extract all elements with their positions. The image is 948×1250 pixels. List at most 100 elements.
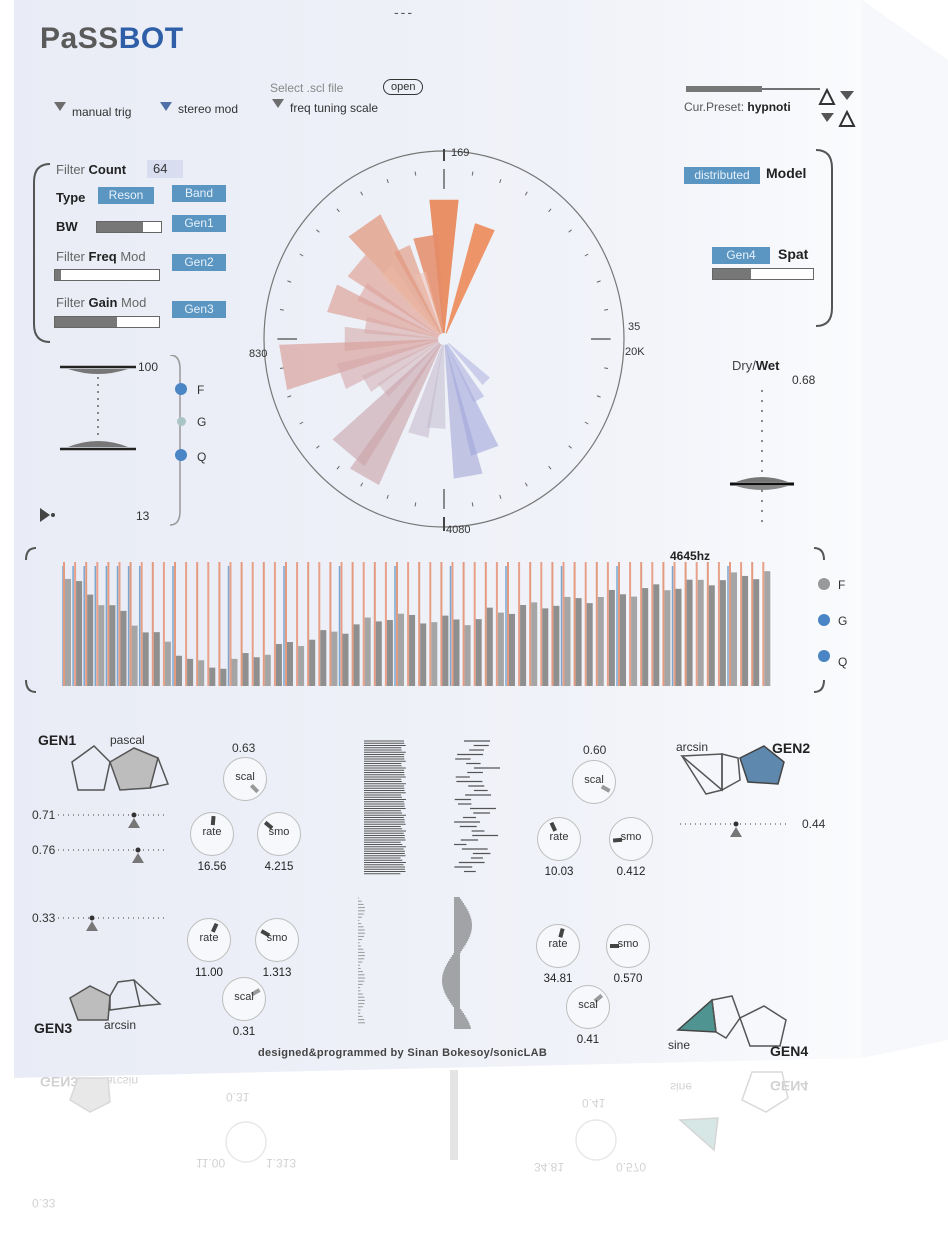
radial-tick: [568, 445, 572, 449]
freq-gen-button[interactable]: Gen2: [172, 254, 226, 271]
bar-gain: [153, 632, 160, 686]
freq-tuning-toggle-icon[interactable]: [272, 99, 284, 108]
radial-tick: [499, 179, 502, 184]
gen4-rate-label: rate: [548, 938, 568, 950]
gen2-label: GEN2: [772, 740, 811, 756]
cur-preset-value: hypnoti: [747, 100, 791, 114]
gain-mod-slider[interactable]: [54, 316, 160, 328]
bw-label: BW: [56, 219, 78, 234]
open-scl-button[interactable]: open: [383, 79, 424, 95]
bar-gain: [287, 642, 293, 686]
drywet-label: Dry/Wet: [732, 358, 779, 373]
bar-gain: [220, 668, 227, 686]
radial-label-left: 830: [249, 348, 268, 360]
bar-gain: [87, 594, 94, 686]
stereo-mod-toggle-icon[interactable]: [160, 102, 172, 111]
gen2-slider[interactable]: [680, 817, 792, 841]
gen3-dist-label: arcsin: [104, 1018, 137, 1032]
spat-slider[interactable]: [712, 268, 814, 280]
gen1-scal-knob[interactable]: scal: [223, 757, 267, 801]
gen3-scal-value: 0.31: [232, 1026, 256, 1038]
bar-gain: [697, 579, 704, 686]
gen3-rate-knob[interactable]: rate 11.00: [187, 918, 231, 979]
manual-trig-toggle-icon[interactable]: [54, 102, 66, 111]
gen2-shape-icon[interactable]: [678, 744, 788, 800]
gain-gen-button[interactable]: Gen3: [172, 301, 226, 318]
gen3-smo-knob[interactable]: smo 1.313: [255, 918, 299, 979]
spat-gen-button[interactable]: Gen4: [712, 247, 770, 264]
type-label: Type: [56, 190, 86, 205]
bar-gain: [386, 620, 393, 686]
gen1-rate-tick: [210, 815, 216, 826]
preset-arrows-icon[interactable]: [818, 88, 858, 130]
bar-gain: [542, 608, 549, 686]
radial-tick: [299, 421, 304, 425]
bar-gain: [731, 572, 737, 686]
preset-slider[interactable]: [684, 82, 824, 96]
gain-mod-a: Filter: [56, 295, 85, 310]
bar-gain: [686, 579, 693, 686]
freq-mod-b: Freq: [88, 249, 117, 264]
gen2-scal-knob[interactable]: scal: [572, 760, 616, 804]
gen4-scal-knob[interactable]: scal 0.41: [566, 985, 610, 1046]
range-max-value: 100: [138, 360, 159, 374]
panel-reflection: GEN3 arcsin 0.31 11.00 1.313 0.41 34.81 …: [32, 1060, 860, 1220]
model-distributed-button[interactable]: distributed: [684, 167, 760, 184]
bw-slider[interactable]: [96, 221, 162, 233]
gain-mod-slider-fill: [55, 317, 118, 327]
gen1-shape-icon[interactable]: [64, 744, 174, 800]
filter-count-a: Filter: [56, 162, 85, 177]
gen3-shape-icon[interactable]: [64, 976, 174, 1032]
range-q-dot[interactable]: [175, 449, 187, 461]
gain-mod-b: Gain: [88, 295, 118, 310]
reflection-shapes: [69, 1070, 789, 1163]
bar-gain: [409, 614, 416, 686]
gen3-scal-knob[interactable]: scal 0.31: [222, 977, 266, 1038]
filter-bank-bars[interactable]: [62, 560, 792, 690]
range-g-dot[interactable]: [177, 417, 186, 426]
bw-gen-button[interactable]: Gen1: [172, 215, 226, 232]
bar-gain: [431, 622, 438, 686]
radial-tick: [386, 179, 389, 184]
bar-gain: [753, 579, 760, 686]
gen3-slider[interactable]: [58, 911, 170, 935]
gen4-rate-knob[interactable]: rate 34.81: [536, 924, 580, 985]
gen4-shape-icon[interactable]: [676, 994, 796, 1052]
gen1-slider-b[interactable]: [58, 843, 170, 867]
gen1-smo-label: smo: [268, 826, 290, 838]
gen2-smo-knob[interactable]: smo 0.412: [609, 817, 653, 878]
gen3-smo-value: 1.313: [262, 967, 292, 979]
filter-count-value[interactable]: 64: [147, 160, 183, 178]
gen2-rate-knob[interactable]: rate 10.03: [537, 817, 581, 878]
radial-tick: [596, 395, 601, 398]
bar-gain: [398, 613, 404, 686]
radial-tick: [604, 367, 609, 370]
bar-gain: [209, 667, 216, 686]
gen1-smo-knob[interactable]: smo 4.215: [257, 812, 301, 873]
bar-gain: [497, 612, 504, 686]
freq-mod-slider[interactable]: [54, 269, 160, 281]
range-f-dot[interactable]: [175, 383, 187, 395]
radial-label-bottom: 4080: [446, 524, 471, 536]
gen2-smo-value: 0.412: [616, 866, 646, 878]
bar-gain: [309, 639, 316, 686]
bar-gain: [464, 625, 471, 686]
gen1-slider-b-value: 0.76: [32, 843, 56, 857]
radial-label-top: 169: [451, 147, 470, 159]
gen1-slider-a[interactable]: [58, 808, 170, 832]
bars-g-dot[interactable]: [818, 614, 830, 626]
app-title-bot: BOT: [118, 22, 184, 55]
bar-gain: [176, 655, 182, 686]
gen3-label: GEN3: [34, 1020, 73, 1036]
bars-q-dot[interactable]: [818, 650, 830, 662]
gen1-rate-knob[interactable]: rate 16.56: [190, 812, 234, 873]
bars-f-dot[interactable]: [818, 578, 830, 590]
gen4-smo-knob[interactable]: smo 0.570: [606, 924, 650, 985]
range-control[interactable]: [38, 355, 188, 530]
type-reson-button[interactable]: Reson: [98, 187, 154, 204]
type-band-button[interactable]: Band: [172, 185, 226, 202]
gen1-label: GEN1: [38, 732, 77, 748]
drywet-slider[interactable]: [726, 385, 798, 530]
manual-trig-label: manual trig: [72, 105, 132, 119]
